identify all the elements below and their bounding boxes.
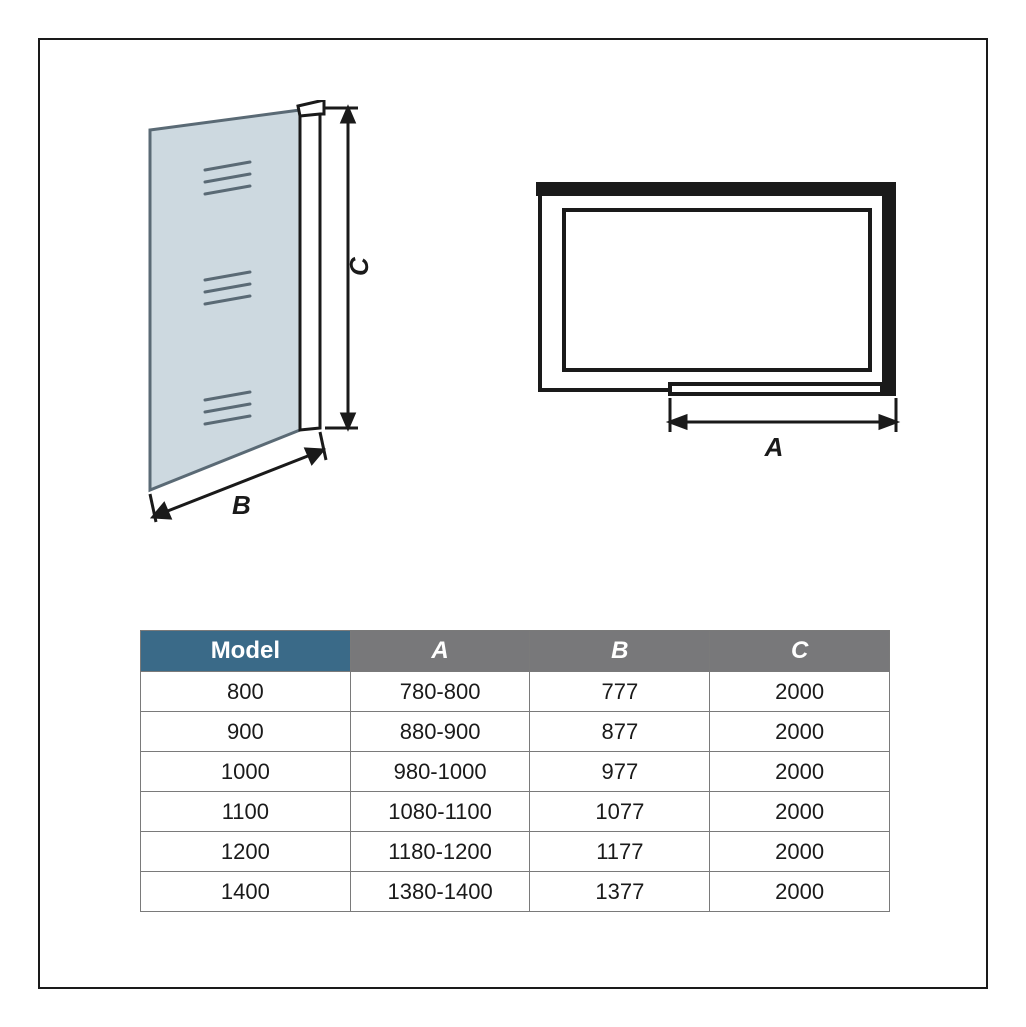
header-a: A (350, 631, 530, 672)
dim-a-label: A (764, 432, 784, 462)
table-row: 11001080-110010772000 (141, 792, 890, 832)
cell-b: 877 (530, 712, 710, 752)
cell-a: 980-1000 (350, 752, 530, 792)
cell-c: 2000 (710, 752, 890, 792)
cell-a: 1180-1200 (350, 832, 530, 872)
profile-cap (298, 100, 324, 116)
cell-model: 800 (141, 672, 351, 712)
topview-diagram: A (530, 170, 910, 470)
header-c: C (710, 631, 890, 672)
enclosure-outline (540, 188, 890, 390)
cell-b: 1077 (530, 792, 710, 832)
cell-model: 1400 (141, 872, 351, 912)
cell-c: 2000 (710, 832, 890, 872)
cell-model: 1100 (141, 792, 351, 832)
cell-c: 2000 (710, 792, 890, 832)
diagram-area: C B (40, 40, 986, 560)
right-rail (882, 182, 896, 396)
table-row: 900880-9008772000 (141, 712, 890, 752)
header-model: Model (141, 631, 351, 672)
cell-a: 880-900 (350, 712, 530, 752)
top-rail (536, 182, 896, 196)
table-header-row: Model A B C (141, 631, 890, 672)
cell-a: 1380-1400 (350, 872, 530, 912)
table-row: 12001180-120011772000 (141, 832, 890, 872)
cell-b: 1377 (530, 872, 710, 912)
outer-frame: C B (38, 38, 988, 989)
cell-c: 2000 (710, 712, 890, 752)
header-b: B (530, 631, 710, 672)
cell-a: 780-800 (350, 672, 530, 712)
cell-model: 1000 (141, 752, 351, 792)
spec-table-container: Model A B C 800780-8007772000900880-9008… (140, 630, 890, 912)
bottom-track (670, 384, 882, 394)
dim-a (670, 398, 896, 432)
profile-side (300, 106, 320, 430)
cell-b: 777 (530, 672, 710, 712)
cell-model: 1200 (141, 832, 351, 872)
table-body: 800780-8007772000900880-9008772000100098… (141, 672, 890, 912)
dim-b-label: B (232, 490, 251, 520)
cell-a: 1080-1100 (350, 792, 530, 832)
cell-c: 2000 (710, 872, 890, 912)
cell-c: 2000 (710, 672, 890, 712)
dim-c-label: C (344, 256, 374, 276)
cell-model: 900 (141, 712, 351, 752)
cell-b: 1177 (530, 832, 710, 872)
spec-table: Model A B C 800780-8007772000900880-9008… (140, 630, 890, 912)
table-row: 14001380-140013772000 (141, 872, 890, 912)
table-row: 800780-8007772000 (141, 672, 890, 712)
table-row: 1000980-10009772000 (141, 752, 890, 792)
panel-diagram: C B (120, 100, 440, 540)
cell-b: 977 (530, 752, 710, 792)
